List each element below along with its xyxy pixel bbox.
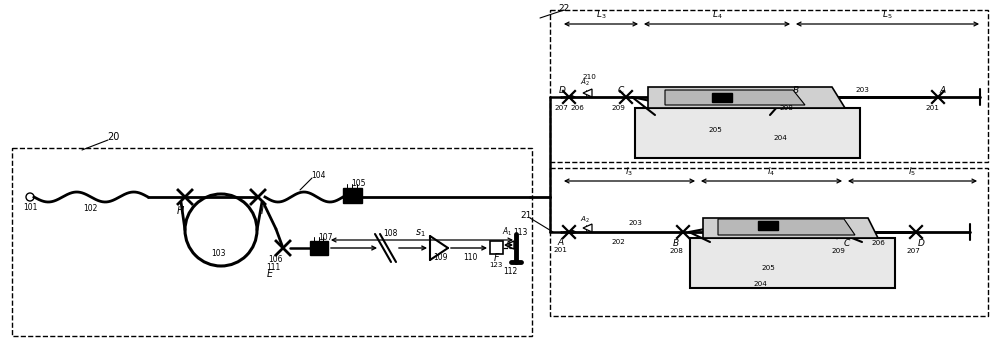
Text: $s_1$: $s_1$: [415, 227, 425, 239]
Text: 203: 203: [855, 87, 869, 93]
Text: 111: 111: [266, 262, 280, 272]
Text: $A_2$: $A_2$: [580, 215, 590, 225]
Text: 205: 205: [708, 127, 722, 133]
Text: 20: 20: [107, 132, 119, 142]
Text: 109: 109: [433, 253, 447, 262]
Text: 105: 105: [351, 178, 365, 187]
Text: A: A: [940, 85, 946, 95]
Text: 107: 107: [318, 232, 332, 241]
Text: 209: 209: [831, 248, 845, 254]
Text: 206: 206: [871, 240, 885, 246]
Text: 112: 112: [503, 267, 517, 277]
Polygon shape: [718, 219, 855, 235]
Bar: [635, 108, 860, 158]
Text: $A_2$: $A_2$: [580, 78, 590, 88]
Text: 207: 207: [906, 248, 920, 254]
Text: $L_3$: $L_3$: [596, 9, 606, 21]
Text: 123: 123: [489, 262, 503, 268]
Polygon shape: [648, 87, 845, 108]
Text: C: C: [618, 85, 624, 95]
Text: 208: 208: [779, 105, 793, 111]
Text: 104: 104: [311, 171, 325, 180]
Text: B: B: [673, 238, 679, 247]
Text: C: C: [844, 238, 850, 247]
Text: 21: 21: [520, 211, 532, 220]
Polygon shape: [665, 90, 805, 105]
Text: 101: 101: [23, 202, 37, 211]
Text: $l_5$: $l_5$: [908, 166, 916, 178]
Polygon shape: [583, 224, 592, 232]
Text: 205: 205: [761, 265, 775, 271]
Text: I: I: [261, 206, 263, 216]
Polygon shape: [583, 89, 592, 97]
Text: E: E: [267, 269, 273, 279]
Text: 203: 203: [628, 220, 642, 226]
Text: F: F: [494, 253, 500, 263]
Text: 209: 209: [611, 105, 625, 111]
Text: B: B: [793, 85, 799, 95]
Polygon shape: [505, 241, 514, 249]
Text: 204: 204: [773, 135, 787, 141]
Text: A: A: [558, 237, 564, 246]
Text: D: D: [559, 85, 565, 95]
Text: 103: 103: [211, 248, 225, 257]
Text: 108: 108: [383, 228, 397, 237]
Text: 106: 106: [268, 256, 282, 265]
Text: 206: 206: [570, 105, 584, 111]
Bar: [343, 188, 362, 203]
Text: $A_1$: $A_1$: [502, 226, 512, 238]
Text: 22: 22: [558, 4, 570, 12]
Text: H: H: [176, 206, 184, 216]
Bar: [310, 241, 328, 255]
Text: 201: 201: [925, 105, 939, 111]
Text: 202: 202: [611, 239, 625, 245]
Bar: [712, 93, 732, 102]
Text: $L_4$: $L_4$: [712, 9, 722, 21]
Text: 207: 207: [554, 105, 568, 111]
Text: 201: 201: [553, 247, 567, 253]
Bar: [12, 148, 532, 336]
Text: D: D: [918, 238, 924, 247]
Bar: [758, 221, 778, 230]
Text: $L_5$: $L_5$: [882, 9, 892, 21]
Text: 110: 110: [463, 253, 477, 262]
Text: 204: 204: [753, 281, 767, 287]
Text: 208: 208: [669, 248, 683, 254]
Bar: [550, 168, 988, 316]
Text: $l_3$: $l_3$: [625, 166, 633, 178]
Text: 102: 102: [83, 203, 97, 212]
Text: 113: 113: [513, 227, 527, 236]
Bar: [690, 238, 895, 288]
Text: 210: 210: [582, 74, 596, 80]
Polygon shape: [703, 218, 878, 238]
Bar: [490, 241, 503, 254]
Text: $l_4$: $l_4$: [767, 166, 775, 178]
Bar: [550, 10, 988, 162]
